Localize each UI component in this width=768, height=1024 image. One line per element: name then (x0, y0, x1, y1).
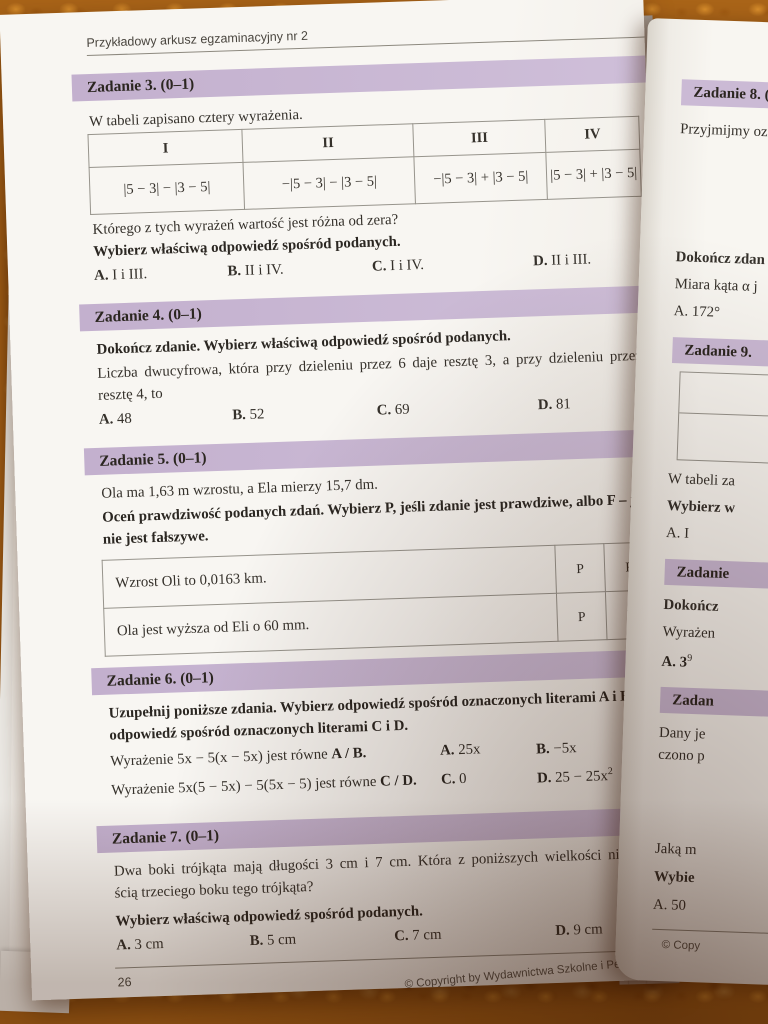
right-task11-body-line1: Dany je (658, 724, 706, 743)
statement-1-true: P (554, 543, 606, 594)
right-task9-prompt: Wybierz w (666, 497, 736, 517)
page-number: 26 (117, 975, 132, 990)
task3-option-b: B. II i IV. (227, 261, 284, 280)
expr-header-3: III (412, 119, 547, 157)
right-task8-prompt: Dokończ zdan (675, 249, 766, 269)
task4-title: Zadanie 4. (0–1) (94, 304, 202, 326)
expr-value-3: −|5 − 3| + |3 − 5| (413, 152, 548, 204)
right-copyright: © Copy (661, 939, 701, 953)
right-task9-intro: W tabeli za (667, 470, 736, 490)
expr-value-2: −|5 − 3| − |3 − 5| (243, 156, 416, 210)
true-false-table: Wzrost Oli to 0,0163 km. P F Ola jest wy… (102, 542, 657, 657)
expr-value-1: |5 − 3| − |3 − 5| (89, 162, 245, 215)
task3-option-d: D. II i III. (532, 251, 592, 270)
right-task10-body: Wyrażen (662, 623, 716, 642)
right-task9-table-header: 1 (679, 372, 768, 420)
task4-options: A. 48 B. 52 C. 69 D. 81 (99, 393, 655, 428)
task3-option-c: C. I i IV. (371, 256, 425, 275)
expr-value-4: |5 − 3| + |3 − 5| (546, 149, 642, 200)
task3-option-a: A. I i III. (93, 266, 148, 284)
right-task9-band: Zadanie 9. (671, 337, 768, 370)
left-page: Przykładowy arkusz egzaminacyjny nr 2 Za… (0, 0, 676, 1001)
right-task9-title: Zadanie 9. (684, 341, 753, 361)
task6-row-2: Wyrażenie 5x(5 − 5x) − 5(5x − 5) jest ró… (111, 764, 667, 801)
task4-option-c: C. 69 (376, 401, 410, 419)
right-task9-table: 1 10 − (676, 371, 768, 467)
task5-title: Zadanie 5. (0–1) (99, 448, 207, 470)
right-task11-body-line3: Jaką m (654, 840, 697, 859)
task6-title: Zadanie 6. (0–1) (106, 668, 215, 690)
task5-prompt-line2: nie jest fałszywe. (102, 528, 209, 548)
right-task11-band: Zadan (659, 686, 768, 720)
task7-option-c: C. 7 cm (393, 926, 442, 945)
task6-option-a: A. 25x (439, 741, 481, 759)
task3-band: Zadanie 3. (0–1) (71, 55, 647, 102)
right-task9-option-a: A. I (665, 524, 690, 542)
task3-title: Zadanie 3. (0–1) (86, 75, 195, 96)
task4-band: Zadanie 4. (0–1) (79, 285, 654, 332)
task4-option-b: B. 52 (232, 406, 265, 424)
right-task11-prompt: Wybie (653, 868, 695, 887)
right-task11-title: Zadan (671, 691, 715, 710)
right-task8-title: Zadanie 8. (0– (693, 84, 768, 104)
task4-body-line2: resztę 4, to (97, 385, 163, 404)
right-task8-body: Miara kąta α j (674, 276, 758, 295)
task6-sentence-2: Wyrażenie 5x(5 − 5x) − 5(5x − 5) jest ró… (110, 772, 417, 799)
expressions-table: I II III IV |5 − 3| − |3 − 5| −|5 − 3| −… (87, 116, 642, 215)
task4-option-a: A. 48 (98, 410, 133, 428)
running-header: Przykładowy arkusz egzaminacyjny nr 2 (86, 17, 645, 57)
right-task8-option-a: A. 172° (673, 303, 721, 321)
task7-title: Zadanie 7. (0–1) (111, 826, 220, 848)
task6-sentence-1: Wyrażenie 5x − 5(x − 5x) jest równe A / … (110, 745, 367, 770)
right-task10-title: Zadanie (676, 563, 730, 582)
expr-header-1: I (87, 129, 244, 168)
right-task11-body-line2: czono p (658, 746, 705, 765)
right-task10-band: Zadanie (664, 558, 768, 592)
statement-2-true: P (556, 591, 608, 642)
task7-option-a: A. 3 cm (116, 935, 164, 954)
right-task8-intro: Przyjmijmy ozna (679, 121, 768, 141)
right-task10-prompt: Dokończ (663, 596, 719, 615)
task5-band: Zadanie 5. (0–1) (83, 429, 659, 476)
right-footer-rule (652, 928, 768, 937)
task7-option-b: B. 5 cm (249, 931, 297, 950)
right-task9-table-cell: 10 − (678, 413, 768, 465)
right-task8-band: Zadanie 8. (0– (680, 79, 768, 112)
right-task11-option-a: A. 50 (652, 896, 687, 914)
task6-option-c: C. 0 (440, 770, 467, 788)
expr-header-4: IV (545, 116, 640, 153)
right-task10-option-a: A. 39 (661, 652, 693, 671)
